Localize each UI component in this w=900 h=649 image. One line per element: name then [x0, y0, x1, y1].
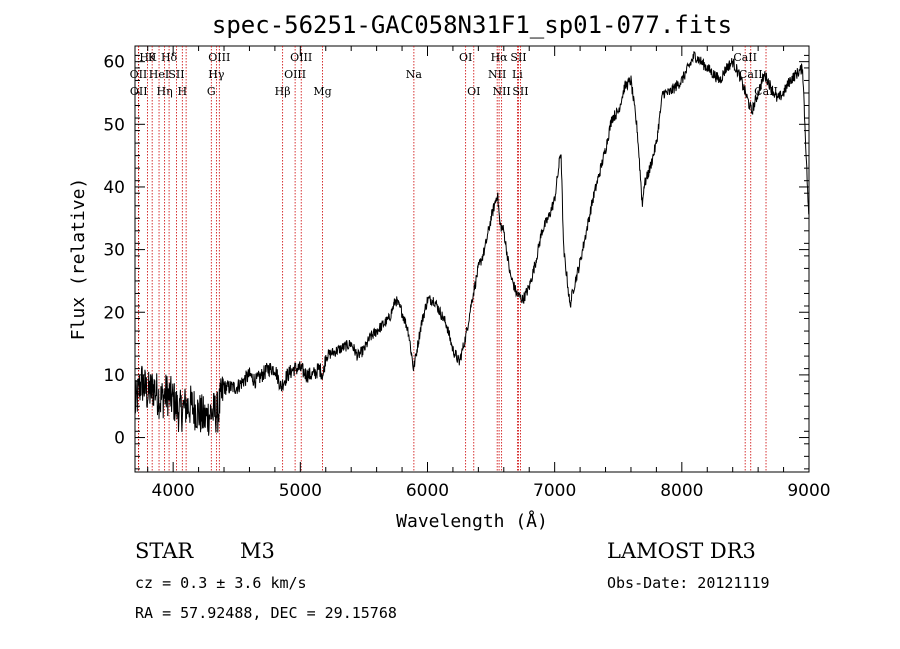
line-label-8: H — [178, 85, 188, 98]
y-tick-label-2: 20 — [103, 303, 125, 323]
line-label-4: HeI — [149, 68, 169, 81]
survey-name: LAMOST DR3 — [607, 539, 756, 563]
spectrum-line — [134, 51, 810, 436]
line-label-2: OII — [130, 85, 148, 98]
line-label-7: SII — [168, 68, 184, 81]
line-label-15: OIII — [290, 51, 312, 64]
line-label-24: SII — [510, 51, 526, 64]
line-label-21: Hα — [491, 51, 509, 64]
line-label-14: OIII — [284, 68, 306, 81]
line-label-11: Hγ — [208, 68, 225, 81]
x-tick-label-2: 6000 — [406, 481, 449, 501]
line-label-25: SII — [512, 85, 528, 98]
line-label-13: Hβ — [275, 85, 291, 98]
y-axis-label: Flux (relative) — [68, 178, 89, 341]
y-tick-label-5: 50 — [103, 115, 125, 135]
line-label-18: OI — [459, 51, 472, 64]
object-subclass: M3 — [240, 539, 275, 563]
x-tick-label-0: 4000 — [152, 481, 195, 501]
line-label-6: Hδ — [161, 51, 178, 64]
spectral-line-markers — [138, 46, 767, 472]
x-tick-label-5: 9000 — [787, 481, 830, 501]
line-label-0: Hθ — [139, 51, 156, 64]
x-tick-label-4: 8000 — [660, 481, 703, 501]
y-tick-label-0: 0 — [114, 429, 125, 449]
plot-frame — [134, 45, 810, 473]
x-axis-ticks: 4000 5000 6000 7000 8000 9000 — [147, 46, 831, 501]
line-label-3: K — [148, 51, 157, 64]
y-tick-label-4: 40 — [103, 178, 125, 198]
line-label-5: Hη — [157, 85, 173, 98]
coordinates: RA = 57.92488, DEC = 29.15768 — [135, 604, 397, 622]
line-label-26: CaII — [733, 51, 757, 64]
line-label-16: Mg — [313, 85, 331, 98]
line-label-19: OI — [467, 85, 480, 98]
y-tick-label-6: 60 — [103, 53, 125, 73]
line-label-23: Li — [512, 68, 523, 81]
y-axis-ticks: 0 10 20 30 40 50 60 — [103, 53, 809, 470]
x-tick-label-1: 5000 — [279, 481, 322, 501]
line-label-17: Na — [406, 68, 423, 81]
redshift-info: cz = 0.3 ± 3.6 km/s — [135, 574, 307, 592]
x-tick-label-3: 7000 — [533, 481, 576, 501]
line-label-27: CaII — [739, 68, 763, 81]
line-label-20: NII — [488, 68, 506, 81]
line-label-1: OII — [130, 68, 148, 81]
y-tick-label-1: 10 — [103, 366, 125, 386]
line-label-10: G — [207, 85, 216, 98]
line-label-12: OIII — [208, 51, 230, 64]
object-class: STAR — [135, 539, 194, 563]
x-axis-label: Wavelength (Å) — [396, 510, 548, 532]
observation-date: Obs-Date: 20121119 — [607, 574, 770, 592]
chart-title: spec-56251-GAC058N31F1_sp01-077.fits — [212, 11, 732, 39]
line-label-22: NII — [492, 85, 510, 98]
y-tick-label-3: 30 — [103, 241, 125, 261]
